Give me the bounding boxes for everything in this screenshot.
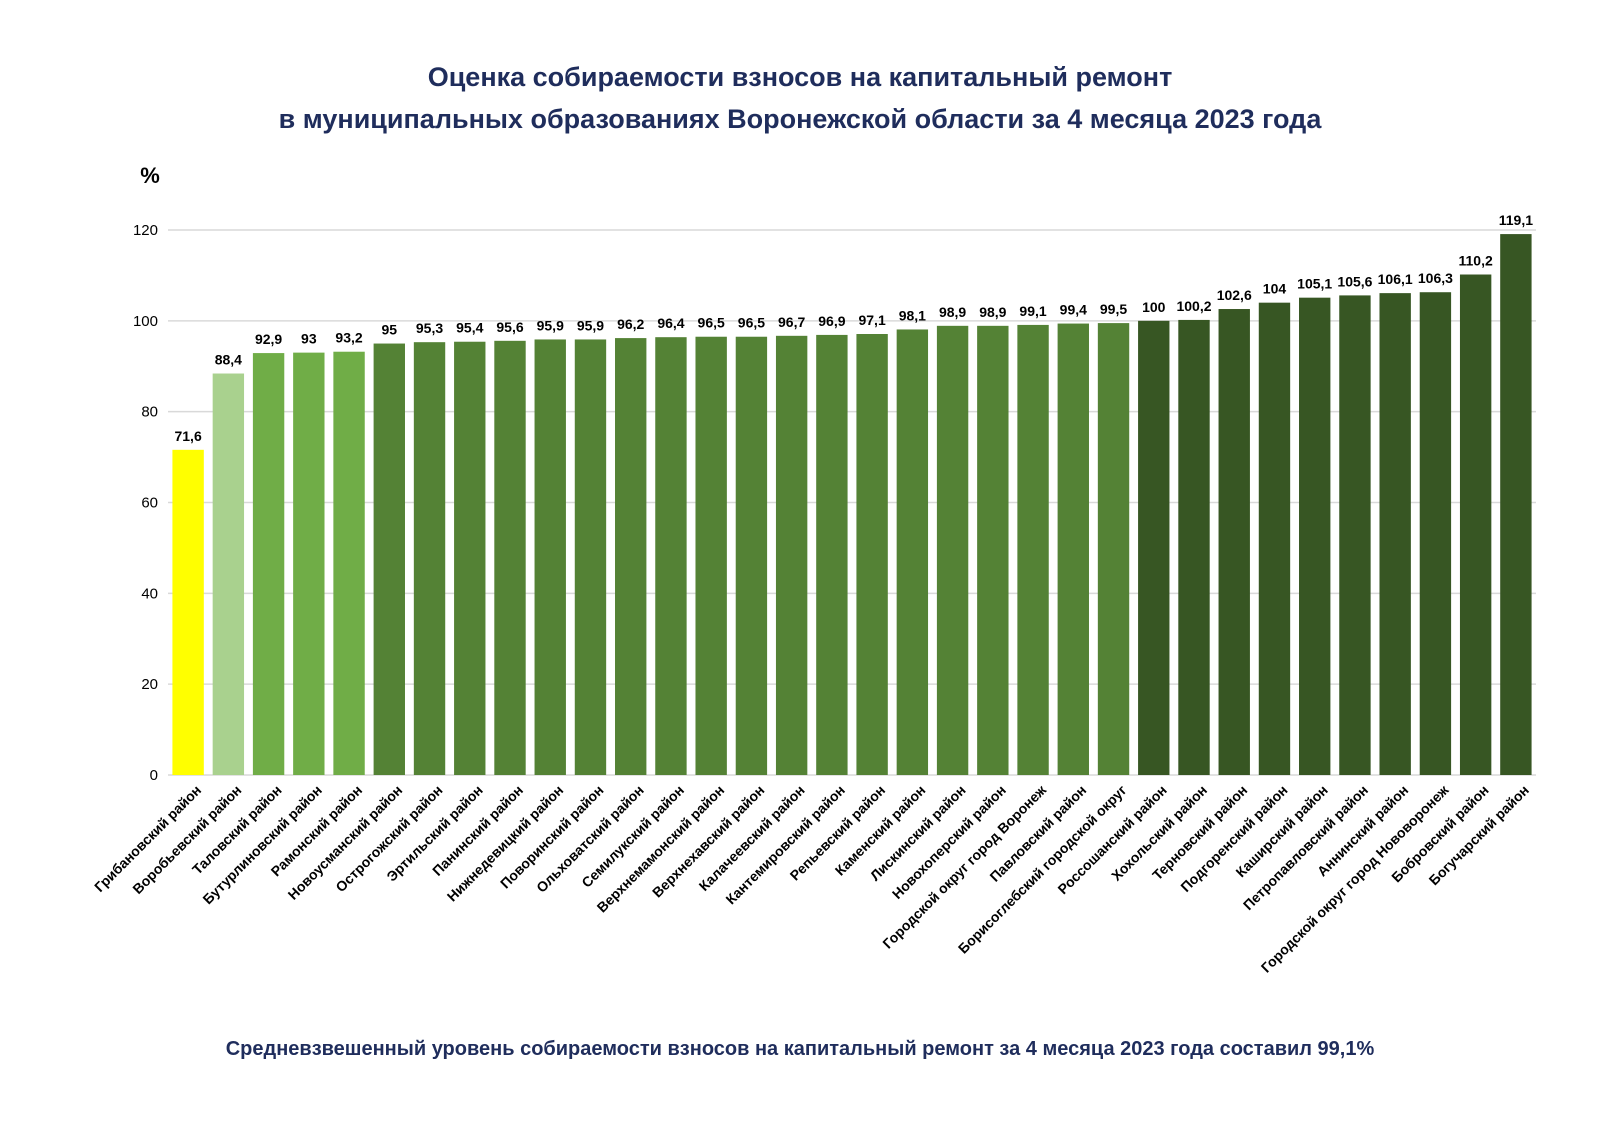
bar xyxy=(816,334,848,775)
bar xyxy=(856,334,888,775)
bar xyxy=(574,339,607,775)
y-tick-label: 0 xyxy=(150,767,158,784)
bar xyxy=(172,449,204,775)
bar xyxy=(1299,297,1331,775)
bar xyxy=(896,329,929,775)
bar xyxy=(936,325,969,775)
data-label: 119,1 xyxy=(1499,212,1533,228)
data-label: 96,9 xyxy=(818,313,845,329)
data-label: 95,9 xyxy=(537,317,564,333)
bar xyxy=(1057,323,1089,775)
bar xyxy=(1339,295,1371,775)
bar xyxy=(1138,320,1170,775)
bar xyxy=(655,337,687,775)
data-label: 98,9 xyxy=(939,304,966,320)
bar xyxy=(775,335,808,775)
data-label: 106,1 xyxy=(1378,271,1413,287)
bar xyxy=(1258,302,1291,775)
bar xyxy=(413,342,446,775)
bar xyxy=(252,353,285,775)
y-tick-label: 120 xyxy=(133,222,158,239)
data-label: 96,5 xyxy=(698,315,725,331)
y-tick-label: 60 xyxy=(141,495,158,512)
data-label: 102,6 xyxy=(1217,287,1252,303)
data-label: 95,9 xyxy=(577,317,604,333)
data-label: 96,2 xyxy=(617,316,644,332)
title-line-1: Оценка собираемости взносов на капитальн… xyxy=(427,62,1173,92)
bar xyxy=(615,338,647,775)
bar xyxy=(373,343,405,775)
bar xyxy=(977,325,1009,775)
y-tick-label: 100 xyxy=(133,313,158,330)
chart-title: Оценка собираемости взносов на капитальн… xyxy=(0,56,1600,140)
data-label: 95 xyxy=(382,322,398,338)
data-label: 96,4 xyxy=(657,315,684,331)
data-label: 96,7 xyxy=(778,314,805,330)
data-label: 95,6 xyxy=(496,319,523,335)
data-label: 95,3 xyxy=(416,320,443,336)
data-label: 99,1 xyxy=(1019,303,1046,319)
bar xyxy=(1459,274,1492,775)
data-label: 100,2 xyxy=(1176,298,1211,314)
bar xyxy=(1500,234,1532,775)
data-label: 93,2 xyxy=(335,330,362,346)
data-label: 99,4 xyxy=(1060,302,1087,318)
data-label: 71,6 xyxy=(174,428,201,444)
bar xyxy=(454,341,486,775)
data-label: 95,4 xyxy=(456,320,483,336)
y-tick-label: 40 xyxy=(141,585,158,602)
bar xyxy=(333,351,365,775)
y-axis-unit-label: % xyxy=(140,163,160,188)
bar xyxy=(293,352,325,775)
summary-footer: Средневзвешенный уровень собираемости вз… xyxy=(225,1038,1375,1060)
data-label: 105,1 xyxy=(1297,276,1332,292)
data-label: 99,5 xyxy=(1100,301,1127,317)
data-label: 96,5 xyxy=(738,315,765,331)
y-tick-label: 20 xyxy=(141,676,158,693)
bar xyxy=(1097,323,1130,775)
y-tick-label: 80 xyxy=(141,404,158,421)
bar xyxy=(1178,319,1210,775)
data-label: 98,9 xyxy=(979,304,1006,320)
data-label: 92,9 xyxy=(255,331,282,347)
bar xyxy=(212,373,245,775)
data-label: 93 xyxy=(301,331,317,347)
bar xyxy=(1218,309,1250,775)
bar xyxy=(735,336,768,775)
data-label: 100 xyxy=(1142,299,1166,315)
data-label: 88,4 xyxy=(215,352,242,368)
data-label: 97,1 xyxy=(858,312,885,328)
title-line-2: в муниципальных образованиях Воронежской… xyxy=(278,104,1322,134)
bar xyxy=(1017,324,1049,775)
bar xyxy=(1419,292,1452,775)
bar xyxy=(534,339,566,775)
x-tick-label: Городской округ город Нововоронеж xyxy=(1258,781,1453,976)
data-label: 105,6 xyxy=(1337,273,1372,289)
data-label: 106,3 xyxy=(1418,270,1453,286)
bar xyxy=(494,340,526,775)
bar xyxy=(1379,293,1411,775)
data-label: 104 xyxy=(1263,281,1287,297)
data-label: 98,1 xyxy=(899,307,926,323)
data-label: 110,2 xyxy=(1459,253,1493,269)
bar xyxy=(695,336,727,775)
